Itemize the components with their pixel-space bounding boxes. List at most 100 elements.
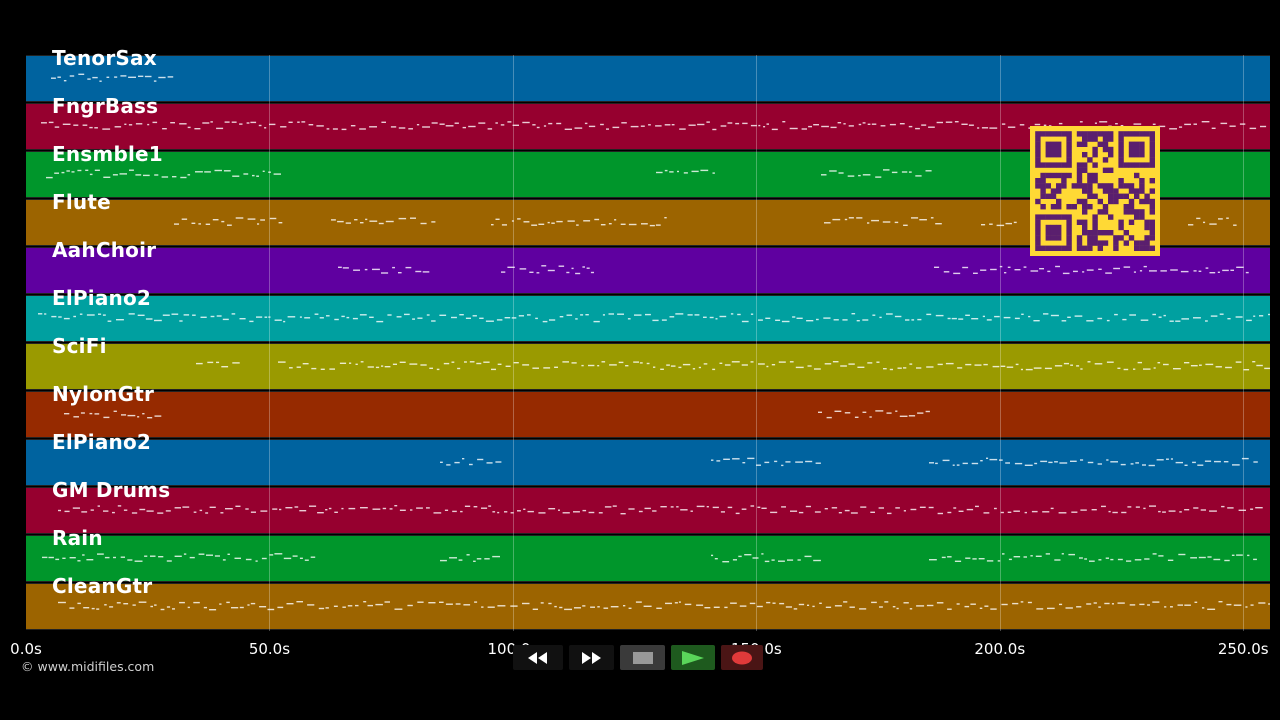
note-mark	[1205, 267, 1209, 269]
note-mark	[916, 367, 922, 369]
note-mark	[945, 362, 954, 365]
note-mark	[829, 170, 837, 172]
note-mark	[889, 123, 896, 126]
note-mark	[112, 174, 118, 176]
note-mark	[623, 605, 626, 607]
track-label: NylonGtr	[52, 382, 155, 406]
note-mark	[154, 174, 159, 176]
note-mark	[250, 511, 256, 513]
note-mark	[1110, 558, 1114, 561]
note-mark	[227, 224, 232, 226]
note-mark	[752, 557, 759, 559]
note-mark	[909, 363, 913, 365]
note-mark	[1014, 462, 1023, 465]
note-mark	[69, 557, 76, 559]
note-mark	[891, 171, 898, 174]
stop-button[interactable]	[620, 645, 665, 670]
note-mark	[180, 176, 187, 179]
note-mark	[965, 363, 972, 366]
note-mark	[420, 364, 427, 366]
note-mark	[422, 126, 430, 128]
note-mark	[460, 510, 463, 513]
note-mark	[381, 365, 384, 367]
note-mark	[507, 121, 512, 123]
note-mark	[575, 272, 581, 275]
track-label: TenorSax	[52, 46, 157, 70]
note-mark	[919, 219, 927, 221]
note-mark	[666, 364, 670, 366]
note-mark	[278, 222, 283, 224]
note-mark	[815, 462, 821, 464]
note-mark	[789, 127, 798, 130]
rewind-button[interactable]	[513, 645, 563, 670]
note-mark	[661, 319, 667, 321]
note-mark	[1170, 269, 1178, 271]
note-mark	[652, 319, 659, 322]
note-mark	[194, 128, 201, 130]
note-mark	[954, 121, 959, 123]
note-mark	[805, 505, 811, 508]
track-label: GM Drums	[52, 478, 171, 502]
note-mark	[1199, 364, 1202, 366]
note-mark	[495, 461, 502, 463]
note-mark	[1033, 320, 1040, 322]
note-mark	[656, 171, 663, 174]
note-mark	[712, 506, 719, 509]
note-mark	[750, 313, 754, 315]
note-mark	[231, 313, 236, 315]
record-button[interactable]	[721, 645, 763, 670]
note-mark	[1050, 507, 1054, 510]
note-mark	[292, 555, 298, 557]
note-mark	[843, 123, 846, 125]
fast-forward-button[interactable]	[569, 645, 614, 670]
note-mark	[696, 604, 704, 606]
note-mark	[899, 123, 905, 125]
note-mark	[71, 171, 75, 173]
note-mark	[183, 553, 187, 555]
note-mark	[997, 560, 1001, 562]
note-mark	[880, 125, 886, 127]
note-mark	[192, 314, 196, 316]
note-mark	[72, 507, 80, 509]
note-mark	[620, 513, 626, 515]
note-mark	[847, 175, 855, 177]
note-mark	[277, 606, 284, 609]
play-button[interactable]	[671, 645, 715, 670]
note-mark	[989, 127, 998, 129]
note-mark	[1223, 461, 1229, 463]
note-mark	[360, 361, 364, 363]
note-mark	[398, 217, 407, 220]
note-mark	[261, 557, 267, 560]
note-mark	[1152, 553, 1157, 555]
track-label: FngrBass	[52, 94, 159, 118]
note-mark	[532, 608, 538, 610]
note-mark	[474, 601, 478, 603]
note-mark	[1042, 511, 1050, 513]
note-mark	[584, 122, 588, 125]
note-mark	[48, 556, 54, 559]
note-mark	[369, 126, 377, 128]
note-mark	[469, 463, 473, 466]
note-mark	[1006, 366, 1014, 368]
note-mark	[1079, 557, 1083, 559]
note-mark	[124, 123, 127, 125]
note-mark	[1120, 463, 1126, 466]
note-mark	[458, 559, 463, 561]
note-mark	[1019, 124, 1025, 126]
note-mark	[720, 125, 727, 127]
note-mark	[1246, 319, 1252, 322]
note-mark	[205, 512, 209, 514]
note-mark	[116, 602, 121, 604]
note-mark	[272, 508, 278, 510]
note-mark	[63, 317, 70, 320]
note-mark	[879, 316, 882, 319]
qr-code	[1030, 126, 1160, 256]
time-tick-label: 0.0s	[10, 640, 42, 658]
note-mark	[917, 412, 924, 414]
note-mark	[653, 366, 656, 368]
note-mark	[1123, 368, 1129, 371]
note-mark	[1232, 464, 1240, 466]
note-mark	[1013, 510, 1020, 512]
note-mark	[216, 127, 224, 130]
note-mark	[97, 553, 104, 555]
